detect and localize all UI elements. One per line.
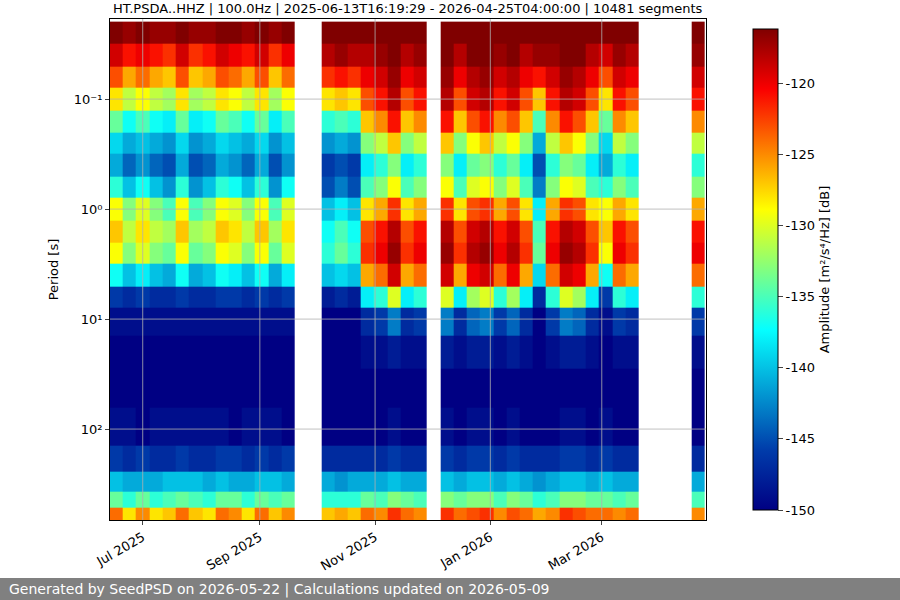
svg-text:10²: 10² <box>81 422 103 437</box>
svg-text:10⁻¹: 10⁻¹ <box>74 92 103 107</box>
svg-text:-135: -135 <box>786 289 816 304</box>
svg-text:Sep 2025: Sep 2025 <box>204 529 265 573</box>
svg-text:10⁰: 10⁰ <box>81 202 103 217</box>
svg-text:HT.PSDA..HHZ | 100.0Hz | 2025-: HT.PSDA..HHZ | 100.0Hz | 2025-06-13T16:1… <box>113 1 703 16</box>
svg-text:Jul 2025: Jul 2025 <box>93 529 147 569</box>
svg-text:Nov 2025: Nov 2025 <box>318 529 380 573</box>
svg-text:Jan 2026: Jan 2026 <box>437 529 495 571</box>
svg-text:-145: -145 <box>786 431 816 446</box>
svg-text:-125: -125 <box>786 147 816 162</box>
svg-text:-150: -150 <box>786 503 816 518</box>
svg-text:10¹: 10¹ <box>81 312 103 327</box>
svg-text:Mar 2026: Mar 2026 <box>546 529 607 573</box>
svg-text:-120: -120 <box>786 76 816 91</box>
svg-text:Amplitude [m²/s⁴/Hz] [dB]: Amplitude [m²/s⁴/Hz] [dB] <box>817 186 832 354</box>
svg-text:Period [s]: Period [s] <box>46 239 61 301</box>
svg-text:-130: -130 <box>786 218 816 233</box>
html-text:Generated by SeedPSD on 2026-0: Generated by SeedPSD on 2026-05-22 | Cal… <box>9 581 550 597</box>
svg-text:-140: -140 <box>786 360 816 375</box>
